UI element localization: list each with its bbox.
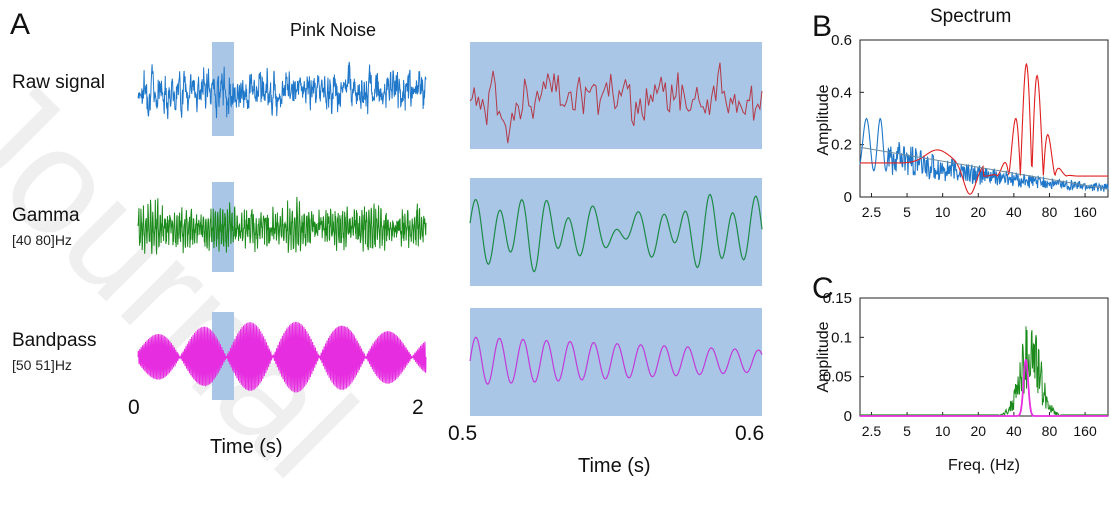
panel-c-xtick-label: 40 xyxy=(1006,423,1022,439)
panel-c-xtick-label: 10 xyxy=(935,423,951,439)
panel-b-xtick-label: 80 xyxy=(1042,204,1058,220)
zoom-box-bandpass xyxy=(470,308,762,416)
panel-c-xtick-label: 160 xyxy=(1073,423,1097,439)
panel-b-ytick-label: 0.2 xyxy=(831,137,852,154)
row-label-gamma: Gamma xyxy=(12,205,80,226)
panel-a-letter: A xyxy=(10,8,31,41)
row-sub-gamma: [40 80]Hz xyxy=(12,232,72,248)
panel-b-xtick-label: 160 xyxy=(1073,204,1097,220)
panel-b-ylabel: Amplitude xyxy=(815,84,832,155)
panel-c-ytick-label: 0.15 xyxy=(823,290,852,307)
panel-c-axes-box xyxy=(859,297,1109,417)
spectrum-gamma-series xyxy=(860,326,1108,417)
trace-bandpass-full xyxy=(137,321,427,393)
full-axis-label: Time (s) xyxy=(210,436,283,458)
trace-raw-zoom xyxy=(469,62,763,144)
panel-b-xtick-label: 40 xyxy=(1006,204,1022,220)
panel-c-xlabel: Freq. (Hz) xyxy=(948,457,1020,474)
panel-b-xtick-label: 10 xyxy=(935,204,951,220)
panel-c-ytick-label: 0.05 xyxy=(823,369,852,386)
trace-gamma-zoom xyxy=(469,193,763,273)
spectrum-bandpass-narrow-series xyxy=(860,359,1108,417)
zoom-axis-end: 0.6 xyxy=(735,422,765,445)
trace-gamma-full xyxy=(137,196,427,255)
zoom-box-raw xyxy=(470,42,762,149)
panel-a-title: Pink Noise xyxy=(290,20,377,40)
panel-c-xtick-label: 80 xyxy=(1042,423,1058,439)
panel-b-axes-box xyxy=(859,39,1109,198)
zoom-box-gamma xyxy=(470,178,762,286)
panel-c-ytick-label: 0.1 xyxy=(831,329,852,346)
panel-c-xtick-label: 20 xyxy=(970,423,986,439)
panel-b-title: Spectrum xyxy=(930,6,1012,27)
zoom-axis-start: 0.5 xyxy=(448,422,478,445)
row-label-bandpass: Bandpass xyxy=(12,330,97,351)
trace-bandpass-zoom xyxy=(469,336,763,385)
full-axis-start: 0 xyxy=(128,396,140,419)
panel-b-xtick-label: 2.5 xyxy=(862,204,882,220)
panel-c-ylabel: Amplitude xyxy=(815,321,832,392)
panel-c-xtick-label: 2.5 xyxy=(862,423,882,439)
panel-c-ytick-label: 0 xyxy=(844,408,852,425)
spectrum-raw-series xyxy=(859,117,1109,192)
panel-b-xtick-label: 5 xyxy=(903,204,911,220)
spectrum-fit-line xyxy=(859,146,1109,190)
panel-c-xtick-label: 5 xyxy=(903,423,911,439)
panel-c-letter: C xyxy=(812,272,834,305)
zoom-axis-label: Time (s) xyxy=(578,455,651,477)
row-sub-bandpass: [50 51]Hz xyxy=(12,357,72,373)
panel-b-xtick-label: 20 xyxy=(970,204,986,220)
spectrum-bandpass-series xyxy=(860,62,1108,195)
panel-a-plot xyxy=(137,42,763,416)
panel-b-ytick-label: 0 xyxy=(844,189,852,206)
panel-b-ytick-label: 0.6 xyxy=(831,32,852,49)
row-label-raw: Raw signal xyxy=(12,72,105,93)
full-axis-end: 2 xyxy=(412,396,424,419)
panel-b-ytick-label: 0.4 xyxy=(831,84,852,101)
trace-raw-full xyxy=(137,61,427,120)
panel-b-letter: B xyxy=(812,10,833,43)
